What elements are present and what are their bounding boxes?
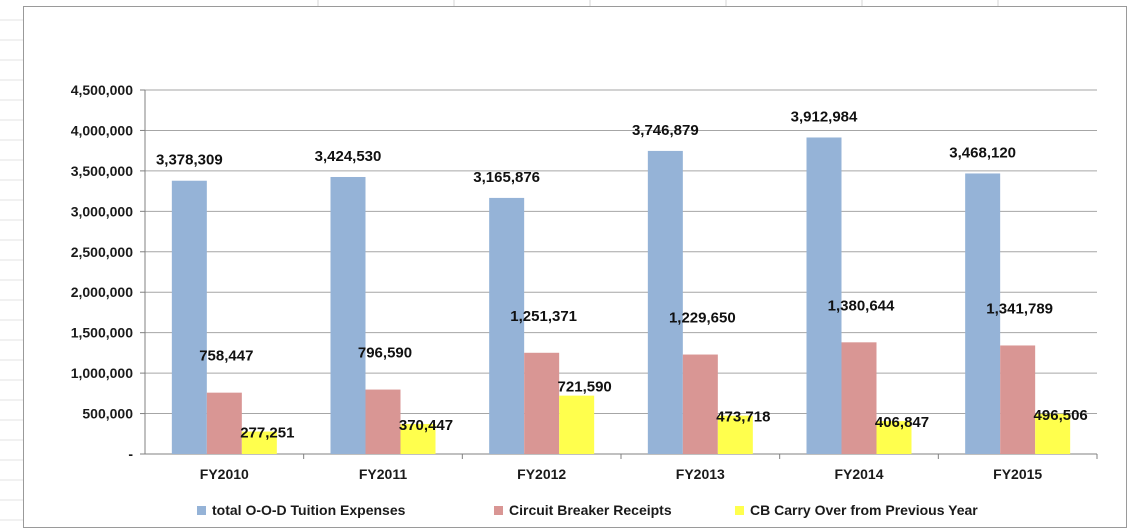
- bar[interactable]: [330, 176, 366, 454]
- data-label: 1,229,650: [669, 310, 736, 327]
- data-label: 796,590: [358, 345, 412, 362]
- data-label: 1,341,789: [986, 300, 1053, 317]
- bar[interactable]: [965, 173, 1001, 454]
- data-label: 3,468,120: [949, 144, 1016, 161]
- bar[interactable]: [171, 180, 207, 454]
- y-tick-label: 2,500,000: [71, 244, 133, 260]
- bar[interactable]: [400, 424, 436, 454]
- x-tick-label: FY2012: [517, 466, 566, 482]
- legend-label: Circuit Breaker Receipts: [509, 502, 672, 518]
- y-tick-label: 4,500,000: [71, 82, 133, 98]
- y-tick-label: 4,000,000: [71, 122, 133, 138]
- bar[interactable]: [647, 150, 683, 454]
- bar[interactable]: [524, 352, 560, 454]
- data-label: 758,447: [199, 348, 253, 365]
- data-label: 3,424,530: [315, 148, 382, 165]
- y-tick-label: 3,000,000: [71, 203, 133, 219]
- bar[interactable]: [682, 354, 718, 454]
- bar[interactable]: [717, 415, 753, 454]
- data-label: 496,506: [1034, 407, 1088, 424]
- y-tick-label: 3,500,000: [71, 163, 133, 179]
- x-tick-label: FY2011: [359, 466, 407, 482]
- legend-swatch: [494, 506, 503, 515]
- bar[interactable]: [559, 395, 595, 454]
- data-label: 1,251,371: [510, 308, 577, 325]
- data-label: 3,378,309: [156, 152, 223, 169]
- data-label: 370,447: [399, 417, 453, 434]
- data-label: 3,165,876: [473, 169, 540, 186]
- data-label: 277,251: [240, 425, 294, 442]
- bar[interactable]: [1000, 345, 1036, 454]
- legend: total O-O-D Tuition Expenses Circuit Brea…: [197, 502, 978, 518]
- bar[interactable]: [841, 342, 877, 454]
- bar[interactable]: [1035, 413, 1071, 454]
- bar[interactable]: [806, 137, 842, 454]
- legend-swatch: [735, 506, 744, 515]
- data-label: 3,912,984: [791, 108, 858, 125]
- x-tick-label: FY2010: [200, 466, 249, 482]
- legend-label: total O-O-D Tuition Expenses: [212, 502, 406, 518]
- gridlines: [145, 89, 1097, 415]
- bar[interactable]: [206, 392, 242, 454]
- y-tick-label: 2,000,000: [71, 284, 133, 300]
- x-tick-label: FY2014: [834, 466, 883, 482]
- x-tick-label: FY2013: [676, 466, 725, 482]
- y-tick-label: 500,000: [82, 406, 133, 422]
- legend-label: CB Carry Over from Previous Year: [750, 502, 978, 518]
- bars: [171, 137, 1071, 454]
- data-label: 3,746,879: [632, 122, 699, 139]
- x-tick-label: FY2015: [993, 466, 1042, 482]
- y-tick-label: -: [128, 446, 133, 462]
- bar-chart: - 500,000 1,000,000 1,500,000 2,000,000 2,500…: [71, 82, 1098, 518]
- data-labels: 3,378,309 758,447 277,251 3,424,530 796,590 3…: [156, 108, 1088, 441]
- bar[interactable]: [365, 389, 401, 454]
- bar[interactable]: [489, 197, 525, 454]
- data-label: 1,380,644: [828, 297, 895, 314]
- data-label: 721,590: [558, 379, 612, 396]
- y-tick-label: 1,000,000: [71, 365, 133, 381]
- data-label: 473,718: [716, 409, 770, 426]
- bar[interactable]: [876, 421, 912, 454]
- y-tick-label: 1,500,000: [71, 325, 133, 341]
- data-label: 406,847: [875, 414, 929, 431]
- bar[interactable]: [241, 431, 277, 454]
- legend-swatch: [197, 506, 206, 515]
- chart-area[interactable]: - 500,000 1,000,000 1,500,000 2,000,000 2,500…: [23, 6, 1127, 528]
- axes: - 500,000 1,000,000 1,500,000 2,000,000 2,500…: [71, 82, 1098, 482]
